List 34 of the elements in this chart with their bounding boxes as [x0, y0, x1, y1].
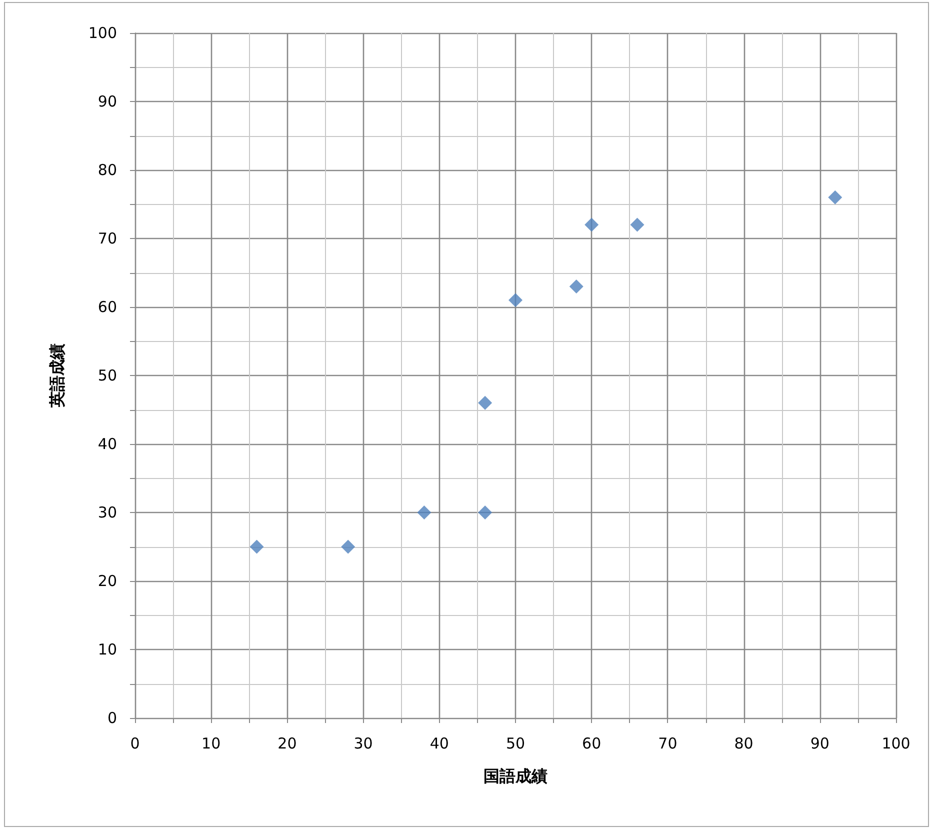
- point: [508, 293, 522, 308]
- y-tick-label: 90: [98, 92, 117, 110]
- point: [478, 506, 492, 520]
- point: [417, 506, 432, 520]
- x-axis-title: 国語成績: [484, 766, 548, 786]
- x-tick-label: 20: [278, 734, 297, 752]
- x-tick-label: 80: [734, 734, 754, 752]
- y-tick-label: 0: [107, 709, 117, 727]
- y-tick-label: 30: [98, 504, 117, 522]
- y-tick-label: 40: [98, 435, 117, 453]
- x-tick-label: 50: [506, 734, 526, 752]
- x-tick-label: 0: [130, 734, 140, 752]
- point: [569, 279, 584, 294]
- x-tick-label: 40: [430, 734, 449, 752]
- x-tick-label: 10: [202, 734, 221, 752]
- x-tick-label: 70: [658, 734, 678, 752]
- point: [250, 540, 264, 554]
- y-tick-label: 60: [98, 298, 117, 316]
- y-axis-title: 英語成績: [48, 344, 66, 408]
- y-tick-label: 50: [98, 366, 117, 384]
- point: [478, 396, 492, 410]
- x-tick-label: 100: [882, 734, 910, 752]
- y-tick-label: 10: [98, 640, 117, 658]
- y-tick-label: 100: [88, 24, 117, 42]
- y-tick-label: 80: [98, 161, 117, 179]
- y-tick-label: 70: [98, 230, 117, 248]
- y-tick-label: 20: [98, 572, 117, 590]
- point: [630, 218, 644, 232]
- x-tick-label: 90: [810, 734, 830, 752]
- x-tick-label: 60: [582, 734, 602, 752]
- point: [341, 540, 356, 554]
- point: [828, 190, 842, 204]
- x-tick-label: 30: [354, 734, 373, 752]
- point: [584, 218, 599, 232]
